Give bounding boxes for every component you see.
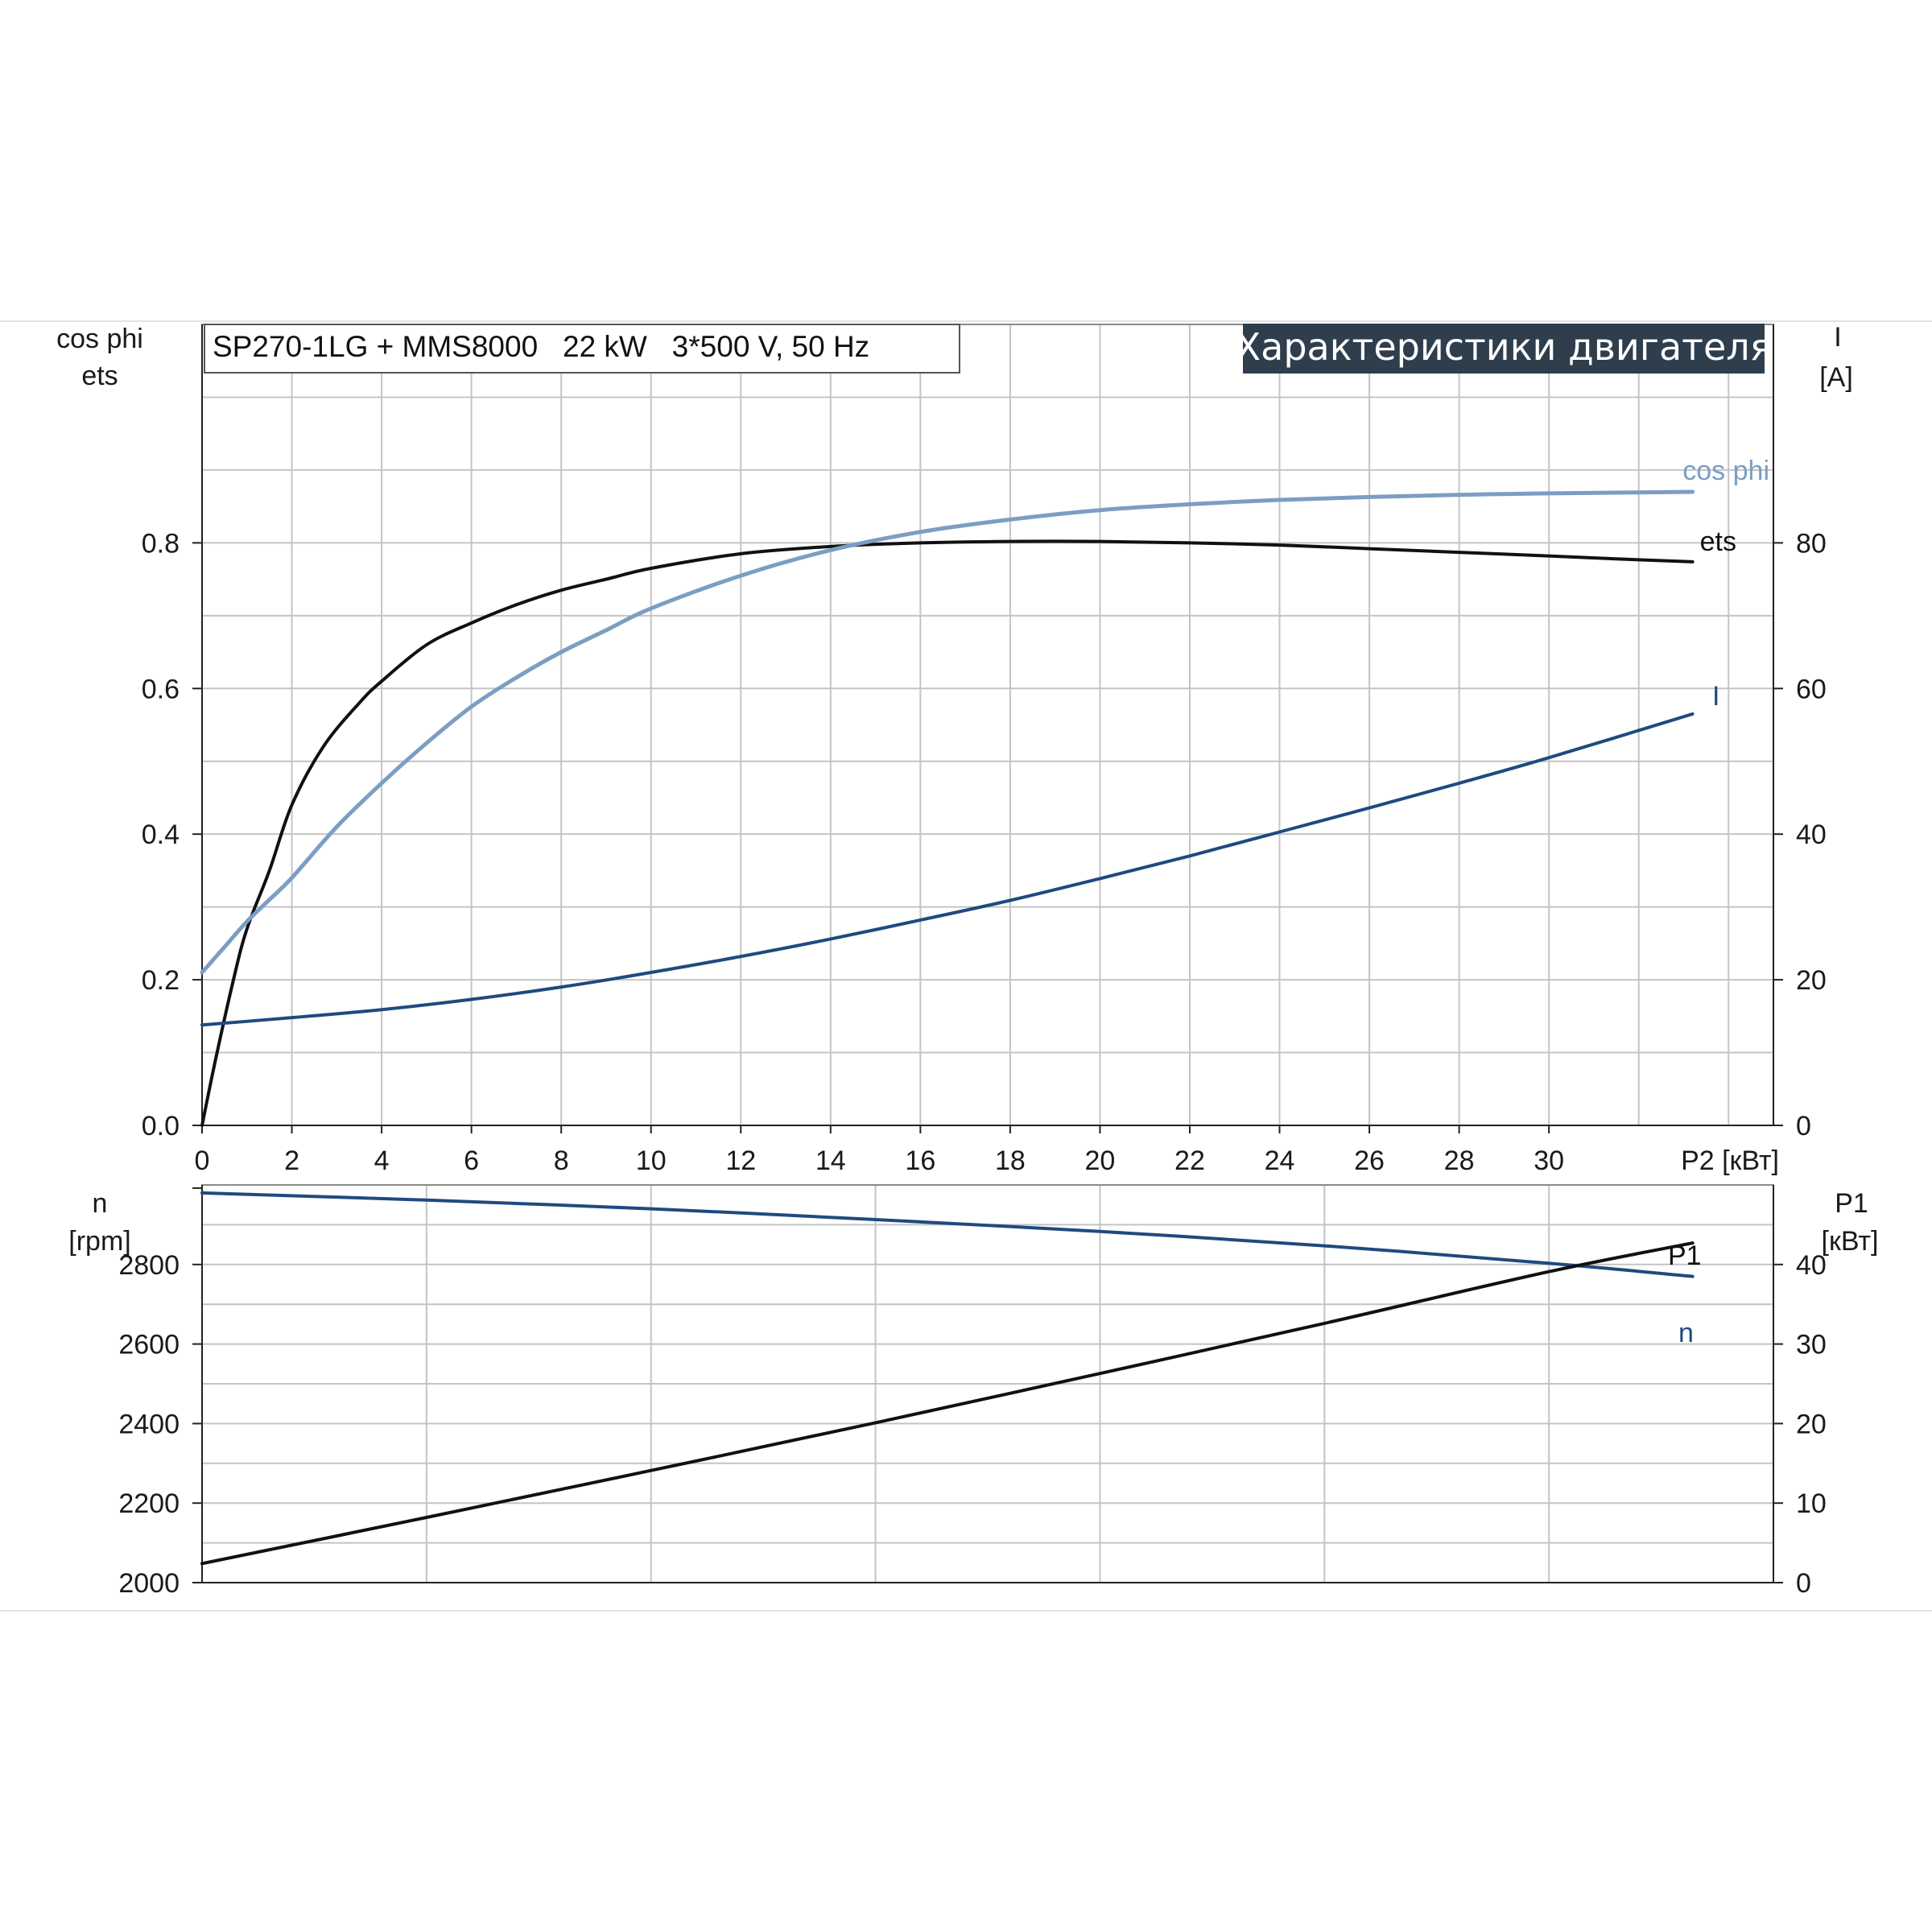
top-right-axis-title-line1: I	[1834, 322, 1841, 353]
bottom-left-tick-label: 2000	[118, 1568, 180, 1599]
top-right-tick-label: 20	[1796, 965, 1827, 996]
top-x-tick-label: 12	[725, 1146, 756, 1176]
top-x-tick-label: 2	[284, 1146, 299, 1176]
bottom-series-n-line	[200, 1191, 1695, 1278]
top-x-tick-label: 26	[1354, 1146, 1385, 1176]
top-plot-grid	[202, 324, 1773, 1125]
top-right-tick-label: 80	[1796, 528, 1827, 559]
top-x-tick-label: 0	[195, 1146, 210, 1176]
series-label-p1: P1	[1668, 1241, 1702, 1271]
bottom-plot-grid	[202, 1185, 1773, 1583]
bottom-right-tick-label: 0	[1796, 1568, 1811, 1599]
top-series-ets-line	[200, 539, 1695, 1127]
top-x-tick-label: 18	[995, 1146, 1026, 1176]
top-left-axis-title-line1: cos phi	[56, 324, 143, 354]
top-left-tick-label: 0.6	[142, 674, 180, 704]
bottom-left-axis-title-line2: [rpm]	[68, 1226, 130, 1257]
bottom-left-tick-label: 2600	[118, 1330, 180, 1360]
top-left-tick-label: 0.0	[142, 1111, 180, 1141]
top-right-tick-label: 0	[1796, 1111, 1811, 1141]
top-x-tick-label: 28	[1444, 1146, 1475, 1176]
top-right-axis-title-line2: [A]	[1819, 362, 1853, 393]
series-label-i: I	[1712, 681, 1719, 712]
bottom-right-tick-label: 10	[1796, 1488, 1827, 1519]
top-x-tick-label: 6	[464, 1146, 479, 1176]
top-right-tick-label: 60	[1796, 674, 1827, 704]
bottom-left-tick-label: 2200	[118, 1488, 180, 1519]
top-left-tick-label: 0.8	[142, 528, 180, 559]
top-left-tick-label: 0.4	[142, 819, 180, 850]
series-label-cos-phi: cos phi	[1682, 456, 1769, 486]
top-left-axis-title-line2: ets	[81, 361, 118, 391]
chart-title-badge	[1243, 324, 1765, 374]
top-x-tick-label: 22	[1174, 1146, 1205, 1176]
top-x-tick-label: 30	[1534, 1146, 1564, 1176]
series-label-ets: ets	[1700, 526, 1736, 557]
top-plot-axes: 0 2 4 6 8 10 12 14 16 18 20 22 24 26 28 30 P2 [кВт]0.00.…	[56, 322, 1853, 1176]
top-plot-series: cos phi ets I	[200, 456, 1769, 1127]
top-x-tick-label: 4	[374, 1146, 390, 1176]
top-right-tick-label: 40	[1796, 819, 1827, 850]
bottom-right-tick-label: 40	[1796, 1250, 1827, 1281]
bottom-right-axis-title-line1: P1	[1835, 1188, 1868, 1219]
bottom-series-p1-line	[200, 1241, 1695, 1566]
top-series-i-line	[200, 712, 1695, 1027]
bottom-right-axis-title-line2: [кВт]	[1822, 1226, 1879, 1257]
info-box-text: SP270-1LG + MMS8000 22 kW 3*500 V, 50 Hz	[213, 330, 869, 363]
bottom-left-tick-label: 2400	[118, 1409, 180, 1439]
top-x-tick-label: 24	[1265, 1146, 1295, 1176]
top-x-axis-title: P2 [кВт]	[1681, 1146, 1779, 1176]
top-series-cos-phi-line	[200, 489, 1695, 975]
top-left-tick-label: 0.2	[142, 965, 180, 996]
top-x-tick-label: 10	[636, 1146, 667, 1176]
bottom-left-tick-label: 2800	[118, 1250, 180, 1281]
bottom-left-axis-title-line1: n	[93, 1188, 108, 1219]
info-box	[204, 324, 960, 374]
top-x-tick-label: 20	[1085, 1146, 1116, 1176]
bottom-right-tick-label: 30	[1796, 1330, 1827, 1360]
top-x-tick-label: 8	[554, 1146, 569, 1176]
top-x-tick-label: 16	[905, 1146, 935, 1176]
top-plot-frame	[201, 324, 1774, 1126]
chart-title: Характеристики двигателя	[1236, 325, 1773, 369]
series-label-n: n	[1678, 1318, 1694, 1348]
bottom-right-tick-label: 20	[1796, 1409, 1827, 1439]
bottom-plot-axes: 2000 2200 2400 2600 2800 0 10 20 30 40 n [rpm] P1 [кВ…	[68, 1185, 1878, 1599]
bottom-plot-series: P1 n	[200, 1191, 1702, 1566]
top-x-tick-label: 14	[815, 1146, 846, 1176]
